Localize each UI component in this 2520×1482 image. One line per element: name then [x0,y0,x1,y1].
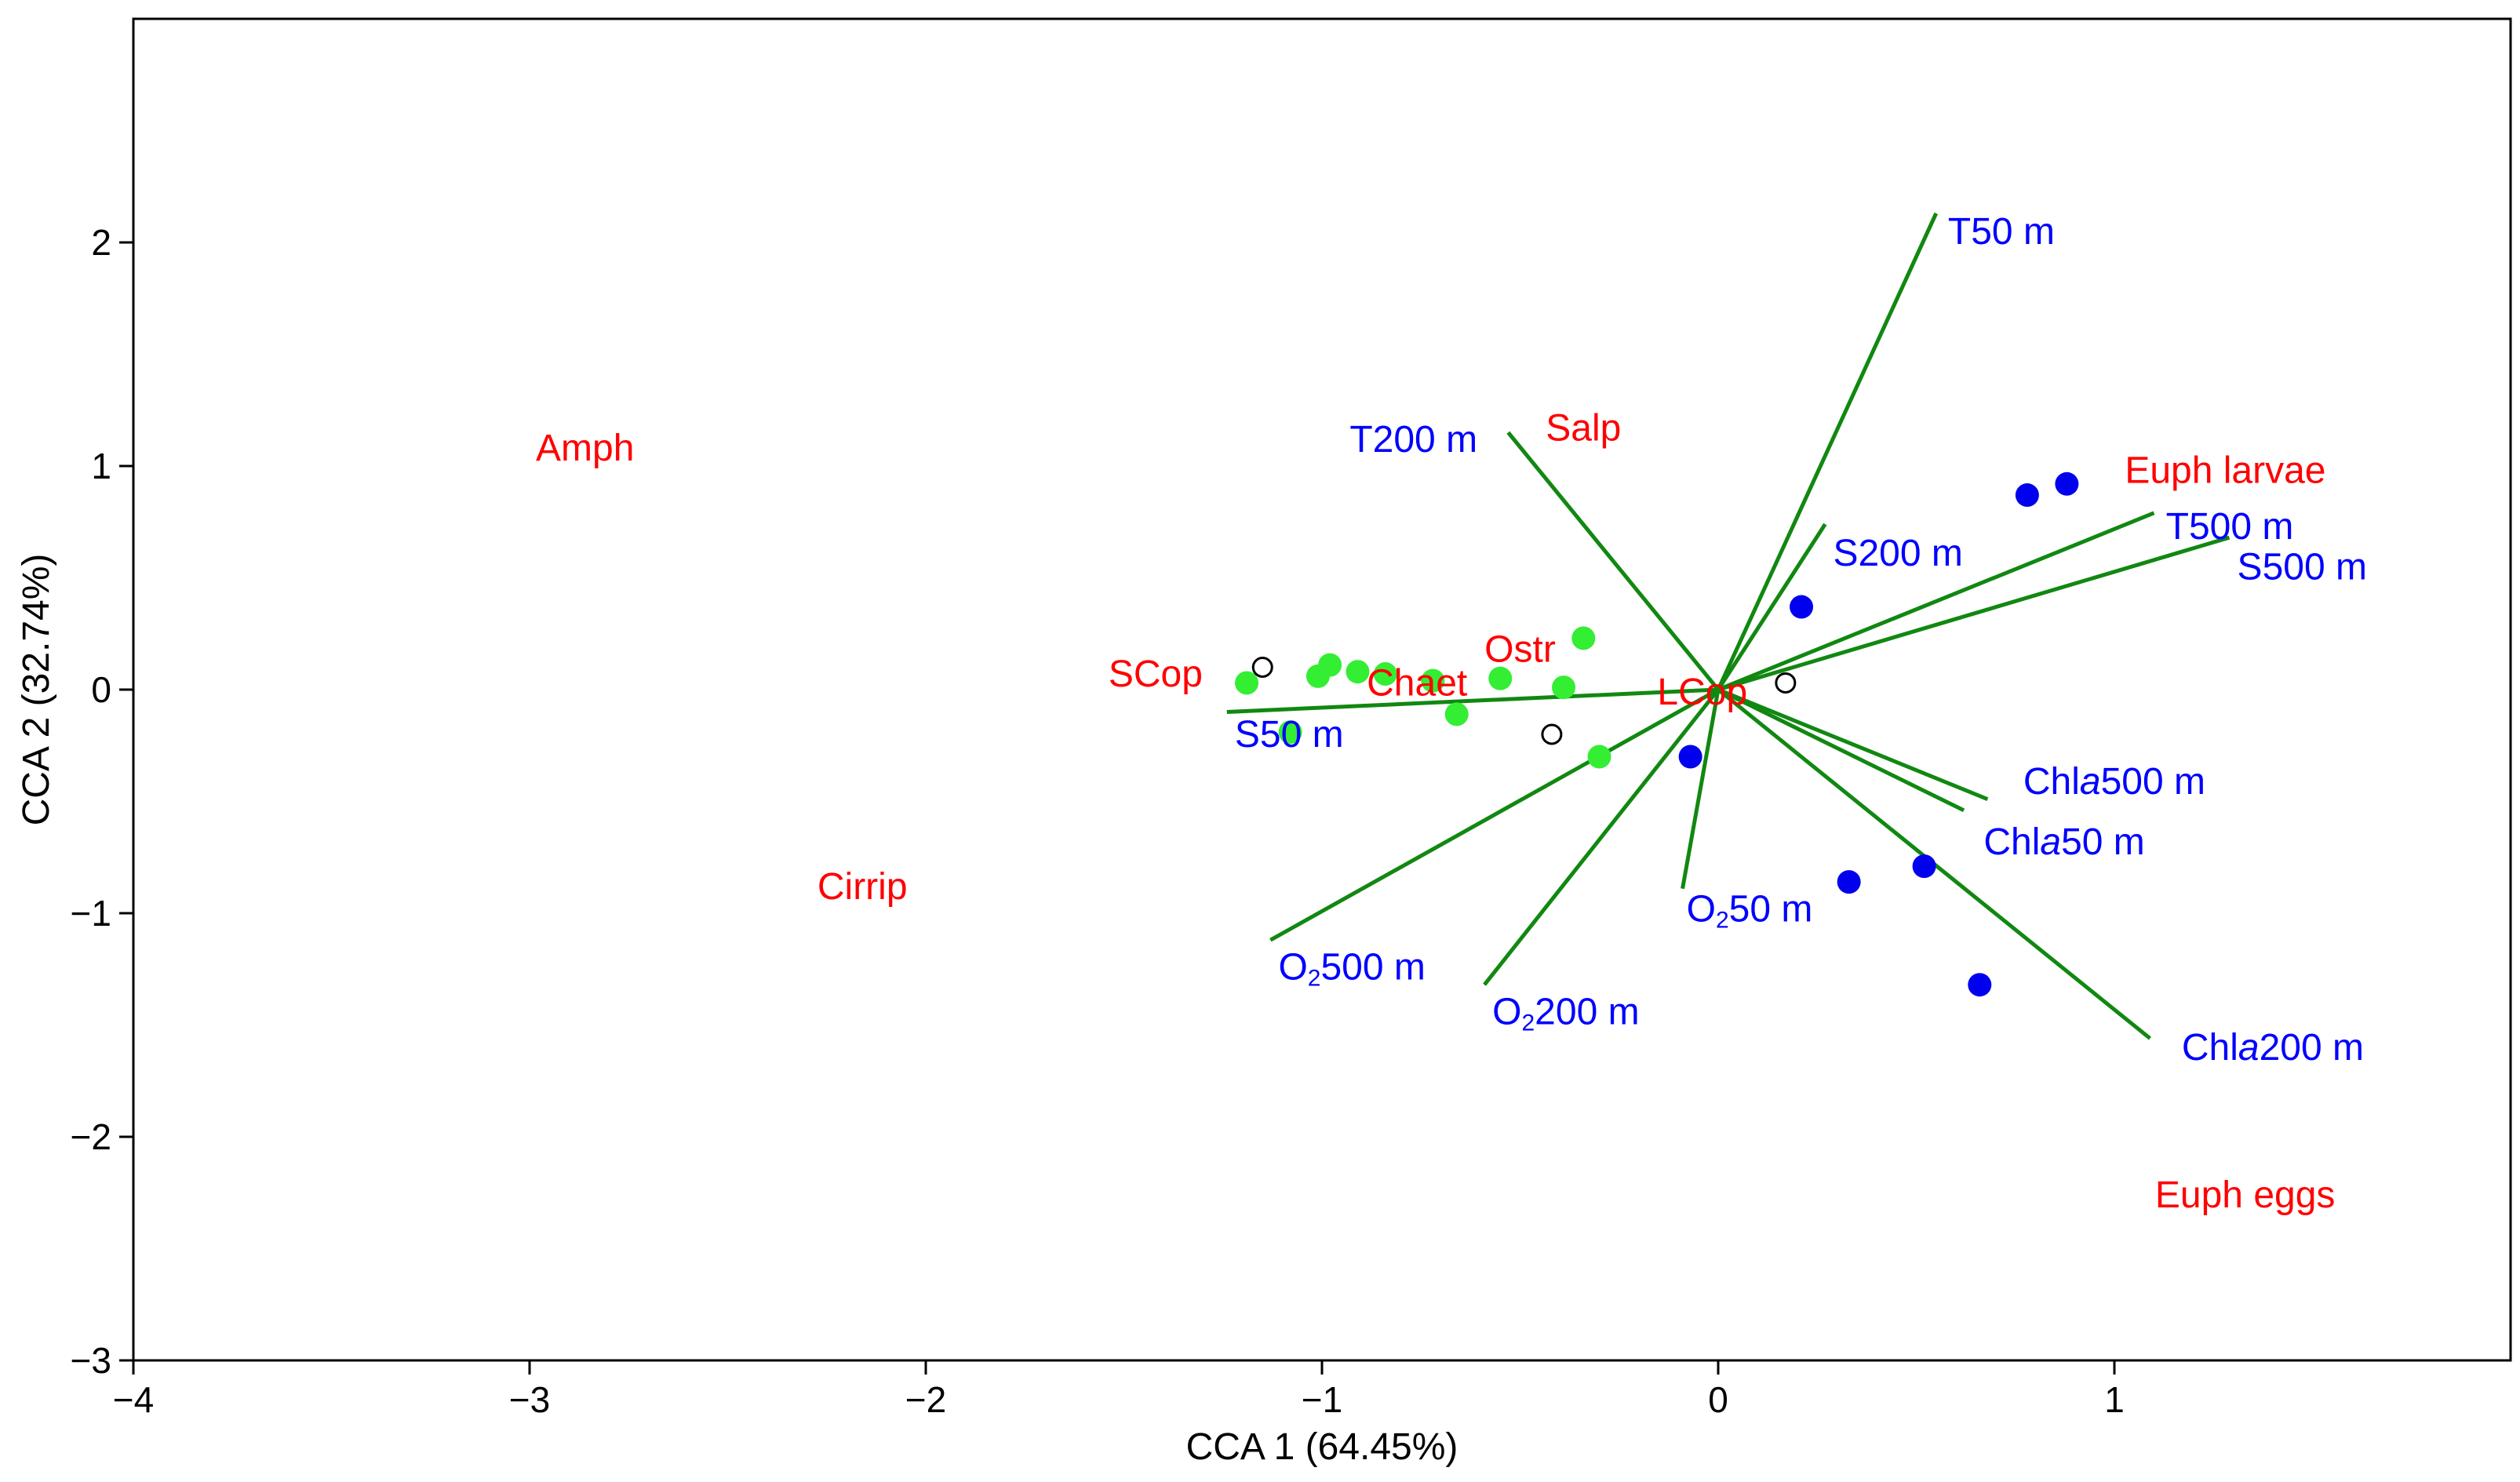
site-point-green [1587,745,1611,769]
y-axis-title: CCA 2 (32.74%) [16,554,57,826]
env-label: O2500 m [1278,946,1425,991]
y-tick-label: 2 [91,222,111,263]
site-point-green [1318,653,1342,677]
site-point-green [1278,720,1302,745]
species-labels: Amph Salp Euph larvae Ostr SCop Chaet LCop Cirr… [536,408,2335,1217]
env-label: O250 m [1687,888,1813,933]
species-label: Salp [1546,408,1621,450]
env-label: S200 m [1833,533,1962,574]
environmental-arrows [1226,212,2230,1040]
env-arrow [1717,511,2155,692]
env-arrow [1226,687,1719,714]
env-arrow [1681,689,1721,890]
env-label: S50 m [1235,714,1344,756]
species-label: SCop [1109,654,1203,695]
site-point-green [1346,660,1370,684]
site-point-green [1552,675,1576,700]
site-point-green [1421,668,1445,693]
x-tick-label: −3 [509,1379,550,1420]
env-arrow [1717,687,1989,801]
x-tick-label: −4 [113,1379,154,1420]
env-label: Chla200 m [2182,1027,2364,1069]
site-point-blue [1837,870,1861,894]
site-point-blue [1968,973,1992,997]
site-point-blue [2015,483,2039,508]
env-label: Chla500 m [2023,761,2205,803]
y-tick-label: −3 [71,1340,111,1381]
site-points [1235,472,2079,997]
plot-frame [132,17,2512,1362]
species-label: Cirrip [818,866,908,908]
env-arrow [1483,688,1720,986]
site-point-green [1488,666,1513,690]
env-arrow [1506,431,1720,691]
x-tick-label: −1 [1302,1379,1342,1420]
y-tick-label: −2 [71,1116,111,1157]
site-point-open [1251,657,1273,678]
env-label: T50 m [1948,211,2055,253]
env-label: T500 m [2166,506,2294,548]
species-label: Euph larvae [2125,450,2325,492]
env-arrow [1717,687,1965,813]
env-label: T200 m [1349,419,1477,461]
site-point-green [1235,671,1259,695]
species-label: Amph [536,428,634,469]
site-point-green [1444,702,1469,726]
site-point-blue [1790,595,1814,619]
env-label: O2200 m [1492,991,1639,1036]
env-label: Chla50 m [1983,821,2144,863]
x-tick-label: 1 [2104,1379,2125,1420]
x-tick-label: 0 [1708,1379,1728,1420]
site-point-open [1541,723,1563,745]
x-axis-title: CCA 1 (64.45%) [1186,1426,1458,1468]
env-label: S500 m [2238,546,2367,588]
y-tick-label: 1 [91,446,111,486]
env-arrow [1269,687,1720,942]
env-arrow [1717,535,2230,692]
site-point-green [1571,626,1596,650]
species-label: Chaet [1367,662,1467,704]
site-point-blue [2055,472,2079,496]
env-arrow [1716,212,1939,691]
site-point-blue [1912,854,1936,879]
env-arrow [1716,523,1827,691]
site-point-open [1775,672,1797,694]
y-tick-label: 0 [91,669,111,710]
species-label: Euph eggs [2155,1174,2336,1216]
site-point-blue [1678,745,1702,769]
x-tick-label: −2 [905,1379,946,1420]
y-tick-label: −1 [71,893,111,934]
site-point-green [1373,662,1397,686]
species-label: LCop [1657,672,1747,713]
species-label: Ostr [1484,629,1556,671]
